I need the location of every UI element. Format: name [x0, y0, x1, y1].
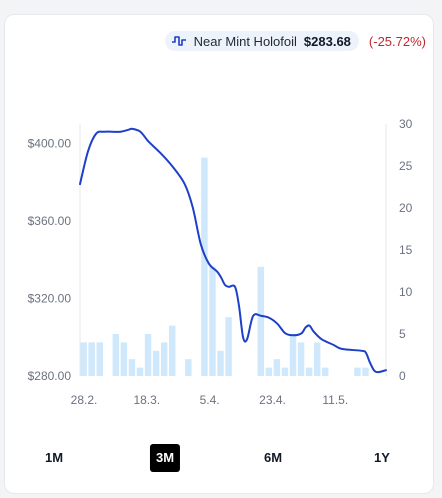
y-right-tick-label: 25: [399, 159, 413, 173]
series-legend-item[interactable]: Near Mint Holofoil $283.68: [164, 31, 359, 51]
price-chart: $280.00 $320.00 $360.00 $400.00 0 5 10 15 20 25 3…: [28, 117, 413, 407]
volume-bar: [128, 359, 136, 376]
volume-bar: [88, 342, 95, 376]
volume-bars: [80, 157, 369, 376]
volume-bar: [281, 367, 289, 376]
right-axis-ticks: 0 5 10 15 20 25 30: [399, 117, 413, 383]
y-right-tick-label: 30: [399, 117, 413, 131]
price-line: [79, 127, 387, 374]
y-right-tick-label: 15: [399, 243, 413, 257]
x-tick-label: 11.5.: [322, 393, 348, 407]
x-tick-label: 18.3.: [133, 393, 160, 407]
x-tick-label: 5.4.: [200, 393, 220, 407]
y-left-tick-label: $360.00: [28, 214, 72, 228]
y-right-tick-label: 0: [399, 369, 406, 383]
y-left-tick-label: $280.00: [28, 369, 72, 383]
left-axis-ticks: $280.00 $320.00 $360.00 $400.00: [28, 136, 72, 383]
y-left-tick-label: $400.00: [28, 136, 72, 150]
volume-bar: [209, 266, 216, 376]
y-right-tick-label: 20: [399, 201, 413, 215]
range-button-1y[interactable]: 1Y: [374, 450, 390, 465]
range-button-1m[interactable]: 1M: [44, 450, 64, 465]
volume-bar: [168, 325, 176, 376]
price-history-card: [4, 14, 434, 494]
volume-bar: [257, 266, 265, 376]
volume-bar: [120, 342, 128, 376]
range-button-6m[interactable]: 6M: [263, 450, 283, 465]
volume-bar: [185, 359, 192, 376]
volume-bar: [201, 157, 208, 376]
y-left-tick-label: $320.00: [28, 292, 72, 306]
volume-bar: [313, 342, 321, 376]
price-line-icon: [171, 34, 187, 48]
volume-bar: [321, 367, 329, 376]
volume-bar: [112, 334, 120, 376]
chart-legend: Near Mint Holofoil $283.68 (-25.72%): [164, 30, 426, 52]
volume-bar: [225, 317, 232, 376]
volume-bar: [289, 334, 297, 376]
volume-bar: [144, 334, 152, 376]
volume-bar: [297, 342, 305, 376]
volume-bar: [160, 342, 168, 376]
volume-bar: [354, 367, 361, 376]
volume-bar: [136, 367, 144, 376]
volume-bar: [273, 359, 281, 376]
volume-bar: [362, 367, 369, 376]
x-tick-label: 28.2.: [71, 393, 98, 407]
x-tick-label: 23.4.: [259, 393, 286, 407]
series-name: Near Mint Holofoil: [193, 33, 297, 49]
range-button-3m[interactable]: 3M: [149, 444, 181, 472]
time-range-selector: 1M 3M 6M 1Y: [4, 440, 434, 476]
volume-bar: [80, 342, 87, 376]
y-right-tick-label: 5: [399, 327, 406, 341]
volume-bar: [152, 350, 160, 376]
current-price: $283.68: [303, 33, 351, 49]
volume-bar: [96, 342, 103, 376]
volume-bar: [217, 350, 224, 376]
price-change: (-25.72%): [368, 33, 426, 49]
volume-bar: [305, 367, 313, 376]
volume-bar: [265, 367, 273, 376]
y-right-tick-label: 10: [399, 285, 413, 299]
x-axis-ticks: 28.2. 18.3. 5.4. 23.4. 11.5.: [71, 393, 349, 407]
